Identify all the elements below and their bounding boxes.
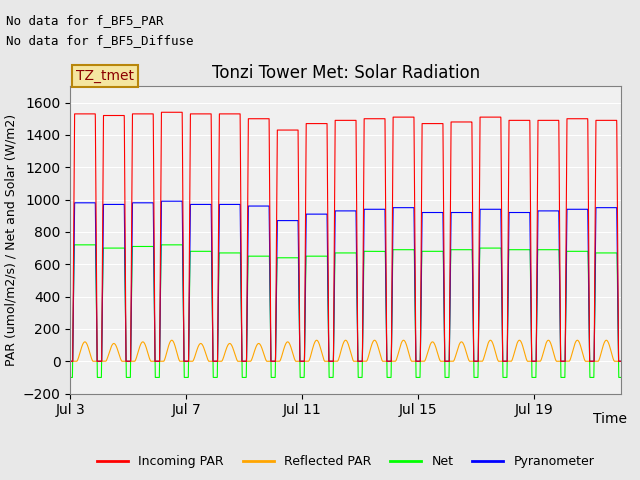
Pyranometer bbox=[332, 208, 339, 214]
Text: No data for f_BF5_PAR: No data for f_BF5_PAR bbox=[6, 14, 164, 27]
Net bbox=[70, 242, 78, 248]
Reflected PAR bbox=[326, 359, 334, 364]
Net bbox=[617, 374, 625, 380]
Incoming PAR bbox=[562, 290, 570, 296]
Line: Net: Net bbox=[70, 245, 621, 377]
Pyranometer bbox=[157, 198, 165, 204]
Reflected PAR bbox=[215, 359, 223, 364]
Text: No data for f_BF5_Diffuse: No data for f_BF5_Diffuse bbox=[6, 34, 194, 47]
Line: Incoming PAR: Incoming PAR bbox=[70, 112, 621, 361]
Incoming PAR bbox=[215, 155, 223, 160]
Net bbox=[215, 251, 223, 257]
Y-axis label: PAR (umol/m2/s) / Net and Solar (W/m2): PAR (umol/m2/s) / Net and Solar (W/m2) bbox=[4, 114, 17, 366]
Pyranometer bbox=[326, 359, 334, 364]
Net bbox=[562, 318, 570, 324]
Incoming PAR bbox=[67, 359, 74, 364]
Pyranometer bbox=[67, 359, 74, 364]
Reflected PAR bbox=[241, 359, 248, 364]
Net bbox=[241, 374, 248, 380]
X-axis label: Time: Time bbox=[593, 412, 627, 426]
Text: TZ_tmet: TZ_tmet bbox=[76, 69, 134, 84]
Net bbox=[197, 249, 205, 254]
Pyranometer bbox=[197, 202, 205, 207]
Line: Pyranometer: Pyranometer bbox=[70, 201, 621, 361]
Incoming PAR bbox=[197, 111, 205, 117]
Incoming PAR bbox=[241, 359, 248, 364]
Reflected PAR bbox=[332, 359, 339, 364]
Reflected PAR bbox=[562, 359, 570, 364]
Incoming PAR bbox=[157, 109, 165, 115]
Net bbox=[326, 374, 334, 380]
Pyranometer bbox=[241, 359, 248, 364]
Pyranometer bbox=[617, 359, 625, 364]
Legend: Incoming PAR, Reflected PAR, Net, Pyranometer: Incoming PAR, Reflected PAR, Net, Pyrano… bbox=[92, 450, 599, 473]
Line: Reflected PAR: Reflected PAR bbox=[70, 340, 621, 361]
Incoming PAR bbox=[326, 359, 334, 364]
Incoming PAR bbox=[617, 359, 625, 364]
Reflected PAR bbox=[602, 337, 610, 343]
Incoming PAR bbox=[332, 118, 339, 123]
Pyranometer bbox=[215, 229, 223, 235]
Reflected PAR bbox=[67, 359, 74, 364]
Title: Tonzi Tower Met: Solar Radiation: Tonzi Tower Met: Solar Radiation bbox=[212, 64, 479, 82]
Pyranometer bbox=[562, 316, 570, 322]
Reflected PAR bbox=[197, 341, 205, 347]
Net bbox=[67, 374, 74, 380]
Net bbox=[332, 250, 339, 256]
Reflected PAR bbox=[617, 359, 625, 364]
